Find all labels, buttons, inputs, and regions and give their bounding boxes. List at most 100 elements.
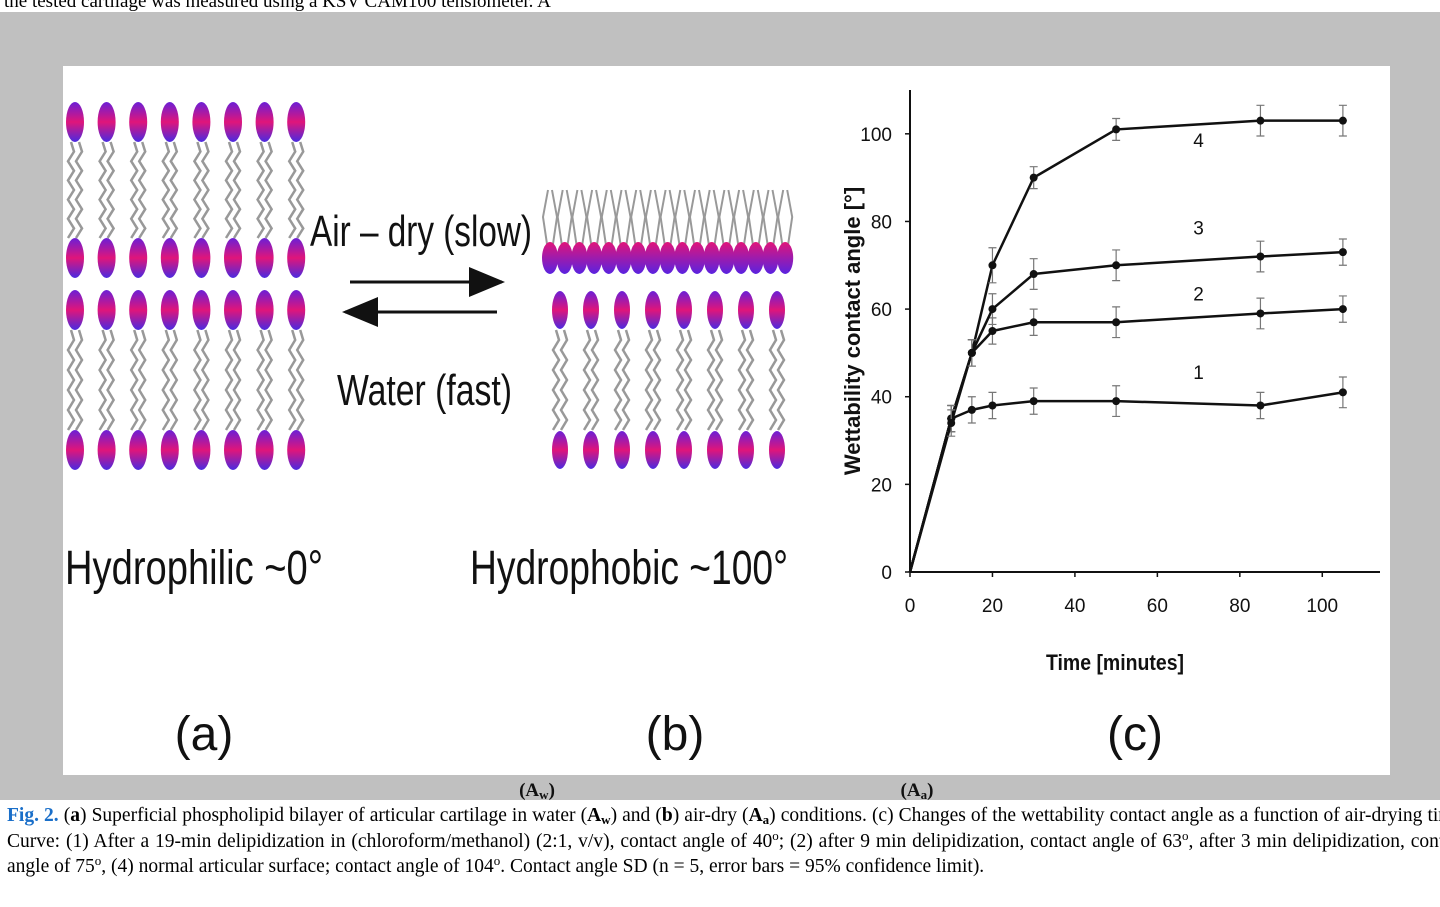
chart: 0 20 40 60 80 100 0 20 40 60 80 100 Wettability cont… <box>840 90 1380 675</box>
panel-label: (a) <box>175 708 234 761</box>
y-tick-label: 0 <box>881 563 892 584</box>
x-tick-label: 60 <box>1147 596 1168 617</box>
lipid-tail <box>264 141 274 239</box>
lipid-head <box>129 290 148 330</box>
x-tick-label: 80 <box>1229 596 1250 617</box>
lipid-drawing <box>66 102 794 470</box>
lipid-tail <box>129 329 139 431</box>
point <box>1112 318 1121 327</box>
lipid-head <box>556 242 573 274</box>
point <box>1029 397 1038 406</box>
lipid-tail <box>200 141 210 239</box>
lipid-head <box>707 291 723 329</box>
lipid-tail <box>706 329 716 431</box>
lipid-head <box>738 431 754 469</box>
lipid-tail <box>106 141 116 239</box>
lipid-tail <box>232 141 242 239</box>
panel-label: (b) <box>646 708 705 761</box>
lipid-head <box>224 290 242 330</box>
x-axis-label: Time [minutes] <box>1046 650 1184 675</box>
lipid-head <box>542 242 558 274</box>
lipid-head <box>287 290 306 330</box>
lipid-tail <box>559 329 569 431</box>
lipid-tail <box>644 329 654 431</box>
lipid-tail <box>264 329 274 431</box>
x-tick-label: 100 <box>1306 596 1338 617</box>
lipid-head <box>97 238 116 278</box>
lipid-head <box>689 242 705 274</box>
lipid-head <box>645 431 661 469</box>
arrow-label: Water (fast) <box>337 366 512 415</box>
lipid-head <box>97 290 116 330</box>
lipid-head <box>192 290 211 330</box>
lipid-head <box>645 291 661 329</box>
lipid-head <box>255 238 274 278</box>
lipid-tail <box>745 329 755 431</box>
lipid-head <box>160 238 179 278</box>
point <box>1256 252 1265 261</box>
x-tick-label: 40 <box>1064 596 1085 617</box>
lipid-head <box>777 242 794 274</box>
point <box>1338 305 1347 314</box>
point <box>967 348 976 357</box>
lipid-head <box>66 102 84 142</box>
lipid-head <box>718 242 735 274</box>
point <box>988 327 997 335</box>
point <box>1029 270 1038 279</box>
point <box>1338 248 1347 257</box>
lipid-tail <box>652 329 662 431</box>
lipid-head <box>66 290 84 330</box>
lipid-tail <box>137 329 147 431</box>
y-axis-label: Wettability contact angle [°] <box>840 187 865 475</box>
lipid-head <box>192 430 211 470</box>
lipid-tail <box>714 329 724 431</box>
lipid-tail <box>675 329 685 431</box>
line <box>908 119 1343 573</box>
lipid-head <box>160 290 179 330</box>
lipid-head <box>615 242 632 274</box>
point <box>1256 309 1265 318</box>
lipid-tail <box>256 329 266 431</box>
lipid-head <box>583 291 599 329</box>
lipid-tail <box>582 329 592 431</box>
lipid-head <box>129 238 148 278</box>
lipid-tail <box>737 329 747 431</box>
lipid-tail <box>200 329 210 431</box>
point <box>988 305 997 314</box>
lipid-tail <box>66 141 76 239</box>
point <box>1029 173 1038 182</box>
lipid-head <box>733 242 750 274</box>
lipid-tail <box>98 141 108 239</box>
body-text: the tested cartilage was measured using … <box>4 0 551 12</box>
lipid-head <box>287 430 306 470</box>
lipid-head <box>255 430 274 470</box>
lipid-tail <box>613 329 623 431</box>
lipid-head <box>600 242 617 274</box>
lipid-tail <box>137 141 147 239</box>
lipid-head <box>224 430 242 470</box>
lipid-tail <box>777 189 794 245</box>
sub-label: (Aa) <box>901 780 934 802</box>
point <box>1112 125 1121 134</box>
lipid-head <box>97 102 116 142</box>
lipid-tail <box>106 329 116 431</box>
lipid-head <box>224 238 242 278</box>
lipid-head <box>287 238 306 278</box>
lipid-tail <box>74 329 84 431</box>
y-tick-label: 20 <box>871 475 892 496</box>
lipid-head <box>66 238 84 278</box>
lipid-head <box>552 291 568 329</box>
lipid-tail <box>169 329 179 431</box>
lipid-tail <box>169 141 179 239</box>
lipid-tail <box>224 329 234 431</box>
lipid-head <box>571 242 588 274</box>
lipid-tail <box>224 141 234 239</box>
lipid-head <box>703 242 720 274</box>
point <box>988 261 997 270</box>
y-tick-label: 100 <box>860 125 892 146</box>
lipid-head <box>255 102 274 142</box>
lipid-tail <box>256 141 266 239</box>
point <box>988 401 997 410</box>
lipid-head <box>738 291 754 329</box>
figure-panel <box>63 66 1390 775</box>
